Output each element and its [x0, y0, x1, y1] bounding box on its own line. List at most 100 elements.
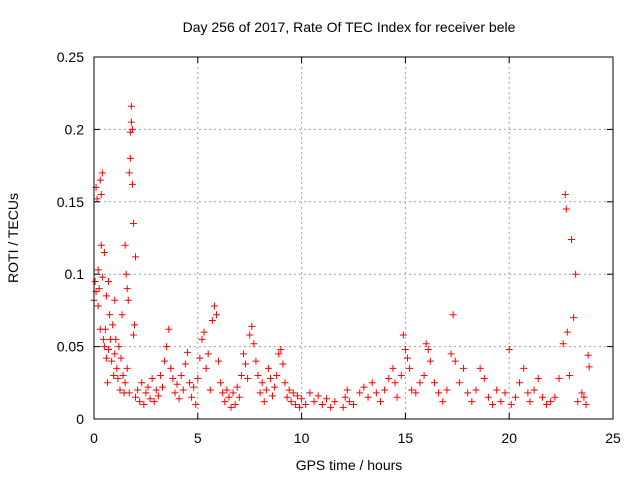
data-point [310, 398, 318, 406]
data-point [98, 169, 106, 177]
data-point [127, 118, 135, 126]
data-point [460, 364, 468, 372]
data-point [229, 389, 237, 397]
data-point [298, 395, 306, 403]
data-point [223, 386, 231, 394]
data-point [188, 393, 196, 401]
data-point [472, 386, 480, 394]
data-point [114, 374, 122, 382]
data-point [364, 393, 372, 401]
data-point [126, 154, 134, 162]
data-point [530, 386, 538, 394]
data-point [391, 379, 399, 387]
data-point [102, 292, 110, 300]
data-point [262, 386, 270, 394]
data-point [293, 392, 301, 400]
data-point [165, 325, 173, 333]
data-point [484, 393, 492, 401]
data-point [505, 345, 513, 353]
data-point [397, 372, 405, 380]
x-tick-label: 20 [501, 430, 517, 446]
data-point [376, 398, 384, 406]
data-point [563, 328, 571, 336]
data-point [393, 393, 401, 401]
data-point [144, 383, 152, 391]
data-point [219, 389, 227, 397]
data-point [443, 386, 451, 394]
data-point [93, 195, 101, 203]
data-point [339, 403, 347, 411]
data-point [555, 374, 563, 382]
data-point [408, 386, 416, 394]
data-point [194, 374, 202, 382]
data-point [561, 191, 569, 199]
data-point [476, 364, 484, 372]
data-point [111, 350, 119, 358]
data-point [235, 393, 243, 401]
y-tick-label: 0 [76, 411, 84, 427]
data-point [136, 398, 144, 406]
data-point [125, 389, 133, 397]
data-point [291, 401, 299, 409]
data-point [129, 220, 137, 228]
data-point [567, 235, 575, 243]
data-point [125, 169, 133, 177]
data-point [237, 372, 245, 380]
data-point [464, 389, 472, 397]
data-point [256, 389, 264, 397]
data-point [128, 125, 136, 133]
data-point [439, 398, 447, 406]
data-point [190, 383, 198, 391]
data-point [111, 296, 119, 304]
data-point [118, 311, 126, 319]
data-point [449, 311, 457, 319]
data-point [96, 176, 104, 184]
data-point [273, 372, 281, 380]
x-axis-label: GPS time / hours [296, 457, 403, 473]
data-point [127, 102, 135, 110]
data-point [210, 302, 218, 310]
data-point [122, 270, 130, 278]
data-point [242, 360, 250, 368]
data-point [175, 395, 183, 403]
data-point [239, 350, 247, 358]
data-point [98, 273, 106, 281]
data-point [250, 340, 258, 348]
data-point [192, 401, 200, 409]
data-point [520, 364, 528, 372]
data-point [455, 379, 463, 387]
data-point [401, 345, 409, 353]
data-point [559, 340, 567, 348]
data-point [507, 401, 515, 409]
data-point [345, 398, 353, 406]
data-points [90, 102, 593, 411]
data-point [108, 357, 116, 365]
data-point [283, 393, 291, 401]
data-point [493, 386, 501, 394]
x-tick-label: 10 [294, 430, 310, 446]
data-point [121, 379, 129, 387]
y-tick-label: 0.25 [57, 49, 84, 65]
data-point [121, 241, 129, 249]
data-point [119, 372, 127, 380]
data-point [524, 389, 532, 397]
data-point [198, 335, 206, 343]
data-point [244, 374, 252, 382]
data-point [95, 285, 103, 293]
data-point [173, 380, 181, 388]
data-point [254, 372, 262, 380]
y-axis-label: ROTI / TECUs [5, 193, 21, 283]
data-point [225, 393, 233, 401]
data-point [217, 379, 225, 387]
data-point [269, 392, 277, 400]
data-point [167, 364, 175, 372]
x-tick-label: 5 [194, 430, 202, 446]
data-point [534, 374, 542, 382]
data-point [177, 372, 185, 380]
data-point [302, 401, 310, 409]
data-point [526, 398, 534, 406]
data-point [430, 379, 438, 387]
data-point [372, 389, 380, 397]
data-point [403, 354, 411, 362]
